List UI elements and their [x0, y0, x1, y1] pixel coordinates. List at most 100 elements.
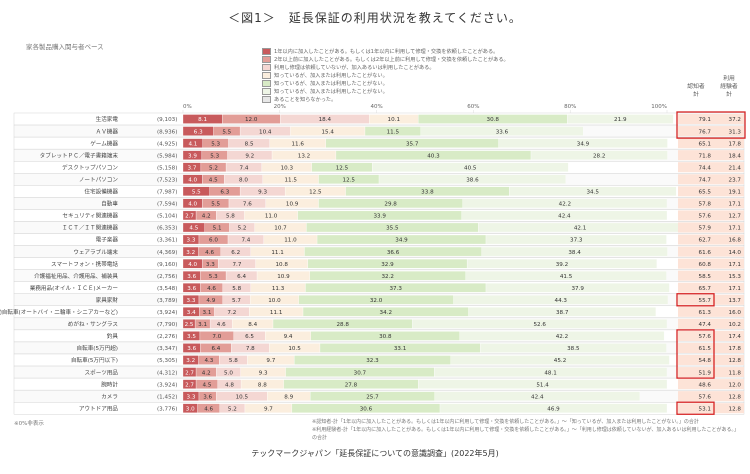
data-label: 34.2 — [380, 310, 392, 316]
riyo-value: 17.1 — [729, 262, 742, 268]
data-label: 45.2 — [554, 358, 566, 364]
ninchi-cell — [678, 150, 714, 161]
data-label: 28.2 — [593, 153, 605, 159]
data-label: 11.6 — [291, 141, 304, 147]
data-label: 35.5 — [386, 226, 399, 232]
base-n-label: (9,103) — [157, 117, 177, 123]
legend-item: 知っているが、加入または利用したことがない。 — [262, 79, 562, 87]
data-label: 4.5 — [209, 177, 218, 183]
base-n-label: (2,756) — [157, 274, 177, 280]
riyo-value: 21.4 — [729, 165, 742, 171]
base-n-label: (4,925) — [157, 141, 177, 147]
category-label: 腕時計 — [101, 380, 118, 388]
data-label: 4.6 — [217, 322, 226, 328]
bar-segment — [509, 186, 677, 197]
bar-segment — [480, 343, 667, 353]
base-n-label: (9,160) — [157, 262, 177, 268]
data-label: 4.5 — [189, 226, 198, 232]
ninchi-cell — [678, 138, 714, 149]
riyo-cell — [714, 282, 744, 293]
ninchi-value: 53.1 — [699, 406, 712, 412]
ninchi-value: 58.5 — [699, 274, 712, 280]
data-label: 11.0 — [284, 238, 297, 244]
bar-segment — [418, 379, 668, 389]
data-label: 10.7 — [274, 226, 287, 232]
data-label: 38.5 — [567, 346, 580, 352]
data-label: 2.7 — [185, 370, 194, 376]
data-label: 32.9 — [381, 262, 394, 268]
riyo-value: 31.3 — [729, 129, 742, 135]
note-ninchi: ※認知者-計「1年以内に加入したことがある。もしくは1年以内に利用して修理・交換… — [312, 419, 699, 425]
riyo-value: 10.2 — [729, 322, 741, 328]
bar-segment — [378, 174, 566, 184]
bar-segment — [465, 270, 667, 281]
data-label: 5.8 — [232, 286, 241, 292]
ninchi-value: 57.8 — [699, 202, 712, 208]
data-label: 3.1 — [203, 310, 212, 316]
category-label: 電子楽器 — [96, 236, 119, 244]
category-label: 自転車(5万円超) — [77, 344, 119, 352]
data-label: 38.4 — [568, 250, 581, 256]
data-label: 4.0 — [188, 202, 197, 208]
zero-percent-note: ※0%非表示 — [14, 421, 44, 427]
base-n-label: (2,276) — [157, 334, 177, 340]
riyo-cell — [714, 198, 744, 209]
bar-segment — [462, 198, 668, 209]
category-label: ウェアラブル端末 — [73, 248, 118, 256]
riyo-value: 17.1 — [729, 202, 742, 208]
data-label: 4.6 — [205, 250, 214, 256]
data-label: 3.6 — [187, 274, 196, 280]
data-label: 42.4 — [531, 394, 544, 400]
riyo-cell — [714, 258, 744, 269]
legend-swatch — [262, 63, 271, 71]
data-label: 4.6 — [207, 286, 216, 292]
riyo-value: 12.8 — [729, 406, 742, 412]
bar-segment — [567, 114, 674, 124]
bar-segment — [485, 283, 670, 293]
base-n-label: (6,353) — [157, 226, 177, 232]
data-label: 4.6 — [204, 406, 213, 412]
data-label: 8.0 — [239, 177, 248, 183]
base-n-label: (5,158) — [157, 165, 177, 171]
data-label: 4.2 — [202, 370, 211, 376]
ninchi-value: 74.7 — [699, 177, 712, 183]
category-label: 介護福祉用品、介護用品、補装具 — [34, 272, 118, 280]
data-label: 8.4 — [248, 322, 257, 328]
category-label: スポーツ用品 — [85, 368, 119, 376]
axis-tick-label: 0% — [183, 104, 192, 110]
ninchi-cell — [678, 330, 714, 341]
data-label: 40.3 — [427, 153, 440, 159]
highlight-box — [676, 401, 715, 415]
category-label: カメラ — [101, 393, 118, 400]
riyo-cell — [714, 234, 744, 245]
data-label: 36.6 — [387, 250, 400, 256]
category-label: 自動車 — [101, 200, 118, 208]
category-label: 家具家財 — [96, 296, 119, 304]
data-label: 34.9 — [577, 141, 590, 147]
data-label: 5.0 — [224, 370, 233, 376]
data-label: 4.2 — [202, 214, 211, 220]
data-label: 6.4 — [237, 274, 246, 280]
ninchi-value: 47.4 — [699, 322, 712, 328]
category-label: ＡＶ機器 — [96, 127, 119, 135]
data-label: 7.4 — [240, 165, 249, 171]
riyo-value: 17.8 — [729, 141, 742, 147]
data-label: 40.5 — [464, 165, 477, 171]
ninchi-cell — [678, 367, 714, 378]
data-label: 32.3 — [366, 358, 379, 364]
ninchi-value: 54.8 — [699, 358, 712, 364]
data-label: 30.8 — [379, 334, 392, 340]
data-label: 12.5 — [309, 190, 322, 196]
data-label: 44.3 — [555, 298, 568, 304]
data-label: 2.7 — [185, 214, 194, 220]
ninchi-value: 51.9 — [699, 370, 712, 376]
ninchi-value: 61.3 — [699, 310, 712, 316]
base-n-label: (3,924) — [157, 310, 177, 316]
riyo-value: 17.8 — [729, 346, 742, 352]
axis-tick-label: 80% — [564, 104, 576, 110]
base-n-label: (3,924) — [157, 382, 177, 388]
riyo-value: 17.1 — [729, 286, 742, 292]
ninchi-value: 57.6 — [699, 214, 712, 220]
data-label: 13.2 — [298, 153, 310, 159]
